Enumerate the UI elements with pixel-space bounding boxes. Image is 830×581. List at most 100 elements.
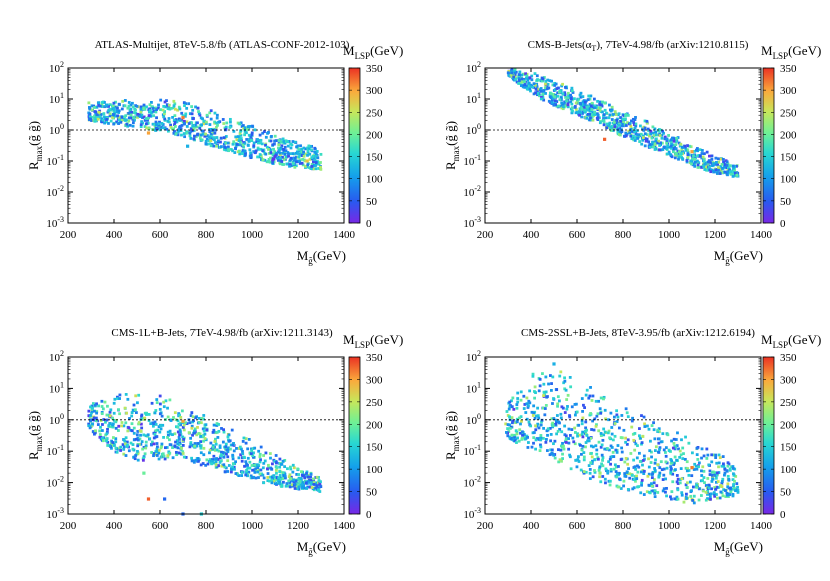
- data-point: [532, 404, 536, 408]
- data-point: [308, 157, 312, 161]
- data-point: [634, 132, 638, 136]
- data-point: [277, 146, 280, 150]
- data-point: [674, 143, 678, 147]
- data-point: [724, 489, 727, 492]
- data-point: [249, 474, 253, 478]
- data-point: [723, 473, 726, 477]
- data-point: [151, 122, 155, 126]
- data-point: [700, 149, 704, 152]
- data-point: [680, 438, 683, 442]
- data-point: [137, 442, 141, 446]
- data-point: [518, 428, 522, 432]
- colorbar-tick-label: 150: [780, 152, 797, 164]
- data-point: [282, 149, 286, 153]
- data-point: [177, 451, 181, 455]
- data-point: [241, 150, 244, 154]
- data-point: [273, 142, 276, 146]
- data-point: [509, 73, 513, 77]
- data-point: [506, 434, 510, 438]
- data-point: [570, 106, 574, 110]
- data-point: [714, 156, 718, 160]
- y-tick-label: 10-3: [46, 215, 64, 230]
- data-point: [585, 388, 589, 392]
- data-point: [647, 490, 651, 494]
- data-point: [209, 117, 213, 121]
- data-point: [535, 424, 539, 428]
- data-point: [510, 399, 513, 403]
- data-point: [665, 152, 669, 156]
- data-point: [275, 466, 279, 470]
- data-point: [579, 91, 583, 95]
- data-point: [551, 421, 555, 425]
- data-point: [523, 403, 527, 406]
- data-point: [150, 401, 154, 405]
- data-point: [580, 107, 584, 111]
- data-point: [154, 106, 158, 110]
- data-point: [240, 138, 243, 142]
- data-point: [697, 498, 701, 502]
- data-point: [641, 459, 645, 462]
- data-point: [609, 411, 613, 415]
- data-point: [301, 481, 305, 485]
- data-point: [130, 414, 134, 418]
- data-point: [286, 467, 289, 471]
- data-point: [664, 454, 668, 458]
- data-point: [596, 457, 600, 461]
- data-point: [259, 138, 263, 142]
- data-point: [615, 127, 619, 131]
- data-point: [168, 443, 172, 446]
- data-point: [564, 434, 568, 438]
- data-point: [544, 92, 547, 95]
- data-point: [671, 472, 675, 476]
- data-point: [91, 430, 95, 434]
- data-point: [579, 105, 583, 108]
- data-point: [609, 129, 613, 132]
- data-point: [154, 423, 158, 426]
- data-point: [719, 164, 723, 168]
- x-tick-label: 200: [477, 520, 494, 532]
- y-tick-label: 10-1: [463, 443, 481, 458]
- data-point: [555, 104, 559, 108]
- data-point: [250, 133, 254, 136]
- data-point: [238, 122, 241, 126]
- data-point: [102, 112, 106, 116]
- data-point: [312, 167, 316, 171]
- data-point: [282, 147, 285, 151]
- data-point: [111, 116, 114, 119]
- data-point: [166, 120, 170, 123]
- data-point: [677, 157, 680, 161]
- data-point: [229, 470, 233, 474]
- data-point: [590, 428, 593, 431]
- data-point: [310, 165, 314, 168]
- data-point: [120, 421, 124, 424]
- data-point: [675, 480, 679, 484]
- data-point: [666, 144, 670, 147]
- data-point: [707, 486, 711, 490]
- data-point: [178, 119, 182, 122]
- data-point: [270, 467, 274, 471]
- data-point: [154, 110, 158, 114]
- data-point: [718, 456, 722, 460]
- data-point: [169, 106, 173, 110]
- data-point: [558, 421, 561, 425]
- data-point: [524, 411, 528, 414]
- data-point: [657, 139, 660, 143]
- data-point: [141, 116, 144, 119]
- data-point: [234, 144, 238, 148]
- data-point: [685, 497, 688, 500]
- data-point: [686, 148, 690, 152]
- colorbar-tick-label: 300: [780, 85, 797, 97]
- data-point: [98, 429, 102, 433]
- y-tick-label: 10-3: [463, 215, 481, 230]
- data-point: [139, 110, 143, 114]
- data-point: [618, 124, 621, 127]
- data-point: [109, 119, 113, 123]
- data-point: [194, 123, 197, 127]
- data-point: [594, 399, 598, 403]
- data-point: [732, 483, 736, 486]
- data-point: [590, 399, 594, 402]
- data-point: [628, 472, 632, 476]
- data-point: [517, 439, 521, 443]
- data-point: [715, 473, 719, 477]
